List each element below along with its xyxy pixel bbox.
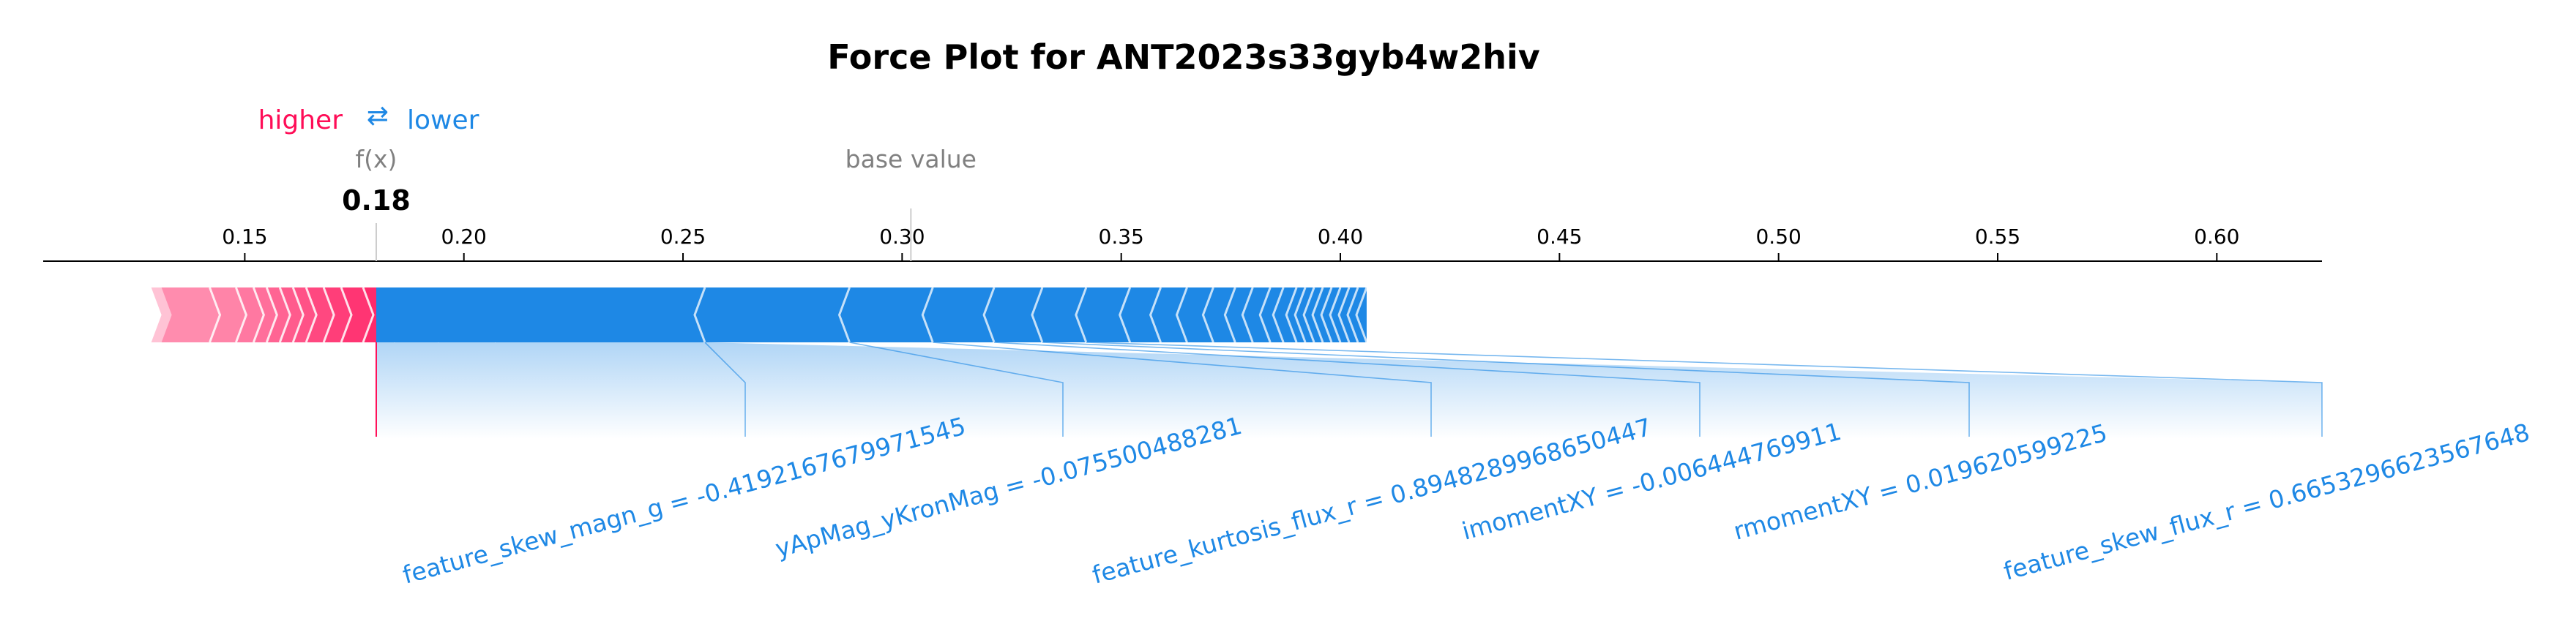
x-tick-label: 0.55 xyxy=(1975,225,2020,249)
base-value-label: base value xyxy=(845,145,977,173)
positive-force-segment xyxy=(236,287,264,342)
negative-separator xyxy=(1329,287,1342,343)
x-axis-ticks: 0.15 0.20 0.25 0.30 0.35 0.40 0.45 0.50 0.55 0.60 xyxy=(222,208,2239,261)
feature-connector xyxy=(849,342,1064,437)
x-tick-label: 0.15 xyxy=(222,225,267,249)
positive-separator xyxy=(265,287,278,343)
x-tick-label: 0.45 xyxy=(1537,225,1582,249)
negative-separator xyxy=(1355,287,1368,343)
negative-separator xyxy=(837,287,851,343)
positive-separator xyxy=(291,287,305,343)
fx-value: 0.18 xyxy=(342,184,411,217)
negative-separator xyxy=(1075,287,1088,343)
feature-connectors xyxy=(704,342,2323,437)
positive-separator xyxy=(305,287,318,343)
negative-force-segment xyxy=(376,287,1367,342)
negative-separator xyxy=(1119,287,1132,343)
feature-connector xyxy=(1042,342,1970,437)
positive-separator xyxy=(209,287,222,343)
negative-separator xyxy=(1031,287,1044,343)
negative-separator xyxy=(1337,287,1351,343)
negative-separator xyxy=(1320,287,1333,343)
positive-separator xyxy=(278,287,291,343)
positive-force-segment xyxy=(209,287,247,342)
feature-connector xyxy=(933,342,1432,437)
x-tick-label: 0.30 xyxy=(879,225,925,249)
x-tick-label: 0.40 xyxy=(1318,225,1363,249)
negative-separator xyxy=(921,287,934,343)
feature-connector xyxy=(994,342,1700,437)
negative-separator xyxy=(1258,287,1272,343)
feature-connector xyxy=(704,342,746,437)
force-bars xyxy=(151,287,2322,439)
negative-separator xyxy=(1241,287,1254,343)
legend-higher: higher xyxy=(258,105,343,135)
negative-separator xyxy=(1285,287,1298,343)
negative-separator xyxy=(1302,287,1315,343)
positive-separator xyxy=(252,287,265,343)
negative-separator xyxy=(693,287,706,343)
legend-lower: lower xyxy=(407,105,479,135)
legend-swap-icon: ⇄ xyxy=(367,101,389,131)
negative-separator xyxy=(982,287,996,343)
positive-force-segment xyxy=(341,287,374,342)
positive-force-segment xyxy=(306,287,335,342)
positive-force-segment xyxy=(161,287,220,342)
negative-separator xyxy=(1293,287,1307,343)
x-tick-label: 0.20 xyxy=(441,225,487,249)
fx-label: f(x) xyxy=(356,145,397,173)
feature-connector xyxy=(1086,342,2323,437)
chart-title: Force Plot for ANT2023s33gyb4w2hiv xyxy=(827,37,1539,77)
positive-separator xyxy=(340,287,353,343)
negative-separator xyxy=(1175,287,1188,343)
negative-separator xyxy=(1223,287,1236,343)
x-tick-label: 0.35 xyxy=(1099,225,1144,249)
x-tick-label: 0.60 xyxy=(2194,225,2239,249)
positive-separator xyxy=(235,287,248,343)
positive-force-segment xyxy=(324,287,352,342)
contribution-fan xyxy=(376,342,2322,439)
negative-separator xyxy=(1346,287,1359,343)
positive-separator xyxy=(362,287,375,343)
x-tick-label: 0.25 xyxy=(660,225,706,249)
negative-separator xyxy=(1311,287,1324,343)
negative-separator xyxy=(1272,287,1285,343)
negative-separator xyxy=(1201,287,1214,343)
positive-separator xyxy=(322,287,335,343)
negative-separator xyxy=(1149,287,1162,343)
x-tick-label: 0.50 xyxy=(1755,225,1801,249)
